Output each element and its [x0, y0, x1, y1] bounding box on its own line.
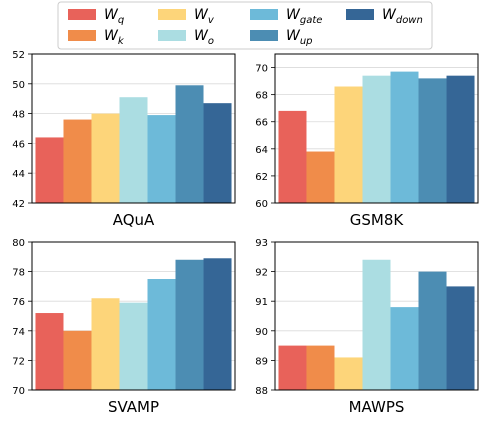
panel-title-mawps: MAWPS	[349, 398, 405, 416]
bar-gsm8k-wo	[362, 75, 391, 203]
bar-svamp-wk	[63, 330, 92, 390]
panel-title-aqua: AQuA	[113, 211, 155, 229]
bar-aqua-wgate	[147, 115, 176, 203]
bar-aqua-wv	[91, 113, 120, 203]
y-tick-label: 68	[255, 91, 268, 102]
axes-frame	[274, 241, 479, 391]
legend-swatch-down	[346, 9, 374, 20]
legend-swatch-q	[68, 9, 96, 20]
bar-mawps-wo	[362, 259, 391, 390]
chart-panels: 424446485052AQuA606264666870GSM8K7072747…	[12, 50, 479, 416]
bar-aqua-wo	[119, 97, 148, 203]
bar-svamp-wq	[35, 313, 64, 390]
y-tick-label: 89	[255, 356, 268, 367]
bar-mawps-wdown	[446, 286, 475, 390]
bar-mawps-wk	[306, 345, 335, 390]
y-tick-label: 76	[12, 297, 25, 308]
bar-mawps-wq	[278, 345, 307, 390]
bar-gsm8k-wq	[278, 110, 307, 203]
y-tick-label: 44	[12, 169, 25, 180]
axes-frame	[31, 53, 236, 204]
axes-frame	[31, 241, 236, 391]
bar-aqua-wk	[63, 119, 92, 203]
bar-svamp-wgate	[147, 279, 176, 390]
y-tick-label: 64	[255, 145, 268, 156]
y-tick-label: 90	[255, 327, 268, 338]
bar-gsm8k-wv	[334, 86, 363, 203]
panel-mawps: 88 89 90 91 92 93 MAWPS	[255, 238, 479, 416]
y-tick-label: 70	[255, 64, 268, 75]
y-tick-label: 60	[255, 199, 268, 210]
panel-aqua: 42 44 46 48 50 52 AQuA	[12, 50, 236, 229]
bar-gsm8k-wdown	[446, 75, 475, 203]
y-tick-label: 78	[12, 268, 25, 279]
y-tick-label: 93	[255, 238, 268, 249]
y-tick-label: 91	[255, 297, 268, 308]
bar-svamp-wup	[175, 259, 204, 390]
y-tick-label: 72	[12, 356, 25, 367]
legend-swatch-v	[158, 9, 186, 20]
legend-swatch-gate	[250, 9, 278, 20]
bar-svamp-wv	[91, 298, 120, 390]
y-tick-label: 50	[12, 80, 25, 91]
panel-title-gsm8k: GSM8K	[350, 211, 405, 229]
y-tick-label: 74	[12, 327, 25, 338]
y-tick-label: 42	[12, 199, 25, 210]
panel-title-svamp: SVAMP	[108, 398, 159, 416]
bar-svamp-wdown	[203, 258, 232, 390]
bar-mawps-wgate	[390, 307, 419, 390]
bar-mawps-wup	[418, 271, 447, 390]
panel-svamp: 70 72 74 76 78 80 SVAMP	[12, 238, 236, 416]
bar-gsm8k-wk	[306, 151, 335, 203]
bar-mawps-wv	[334, 357, 363, 390]
bar-gsm8k-wup	[418, 78, 447, 203]
y-tick-label: 88	[255, 386, 268, 397]
legend-frame	[57, 1, 433, 50]
y-tick-label: 52	[12, 50, 25, 61]
y-tick-label: 66	[255, 118, 268, 129]
bar-aqua-wq	[35, 137, 64, 203]
y-tick-label: 62	[255, 172, 268, 183]
y-tick-label: 80	[12, 238, 25, 249]
legend-swatch-up	[250, 30, 278, 41]
bar-aqua-wdown	[203, 103, 232, 203]
bar-svamp-wo	[119, 302, 148, 390]
legend-swatch-k	[68, 30, 96, 41]
axes-frame	[274, 53, 479, 204]
y-tick-label: 92	[255, 268, 268, 279]
bar-gsm8k-wgate	[390, 71, 419, 203]
y-tick-label: 46	[12, 139, 25, 150]
panel-gsm8k: 60 62 64 66 68 70 GSM8K	[255, 53, 479, 229]
y-tick-label: 48	[12, 110, 25, 121]
legend-swatch-o	[158, 30, 186, 41]
y-tick-label: 70	[12, 386, 25, 397]
bar-aqua-wup	[175, 85, 204, 203]
